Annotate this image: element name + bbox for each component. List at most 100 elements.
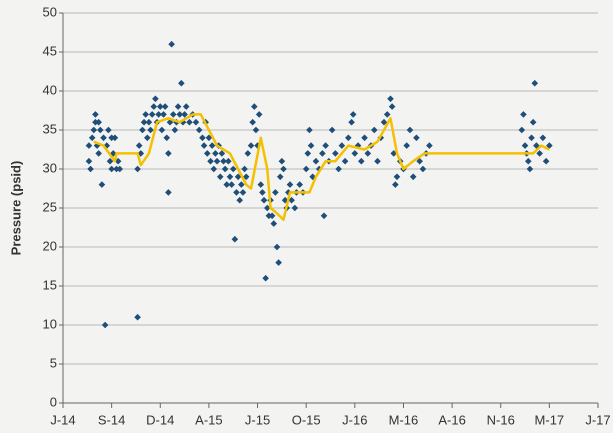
data-point [147,126,154,134]
y-tick-label: 50 [43,4,57,19]
data-point [220,157,227,165]
data-point [228,181,235,188]
data-point [291,204,299,212]
data-point [93,142,101,149]
data-point [205,134,213,142]
data-point [306,126,313,134]
y-tick-label: 10 [43,316,57,331]
data-point [116,165,124,173]
data-point [165,189,172,196]
data-point [426,142,433,149]
data-point [100,134,107,142]
data-point [387,95,394,103]
data-point [393,173,401,181]
data-point [210,165,218,173]
data-point [278,157,286,165]
data-point [186,118,193,126]
data-point [276,173,284,181]
data-point [361,134,368,142]
x-tick-label: N-16 [487,412,515,427]
data-point [251,103,258,110]
x-tick-label: M-16 [389,412,419,427]
data-point [234,173,242,181]
data-point [419,165,427,173]
x-tick-label: O-15 [292,412,321,427]
data-point [155,111,162,118]
data-point [338,142,346,149]
data-point [95,150,102,157]
data-point [252,126,260,134]
data-point [319,150,326,157]
x-tick-label: A-16 [438,412,465,427]
data-point [207,157,214,165]
data-point [328,126,336,134]
data-point [542,157,550,165]
data-point [526,165,534,173]
data-point [200,142,208,149]
data-point [231,235,239,243]
x-tick-label: M-17 [535,412,565,427]
data-point [106,157,114,165]
data-point [101,321,109,329]
data-point [403,142,410,149]
data-point [223,181,231,188]
data-point [312,157,320,165]
data-point [192,118,200,126]
data-point [238,181,245,188]
data-point [520,111,527,118]
x-tick-label: J-17 [585,412,610,427]
data-point [270,220,278,227]
data-point [302,165,310,173]
data-point [87,165,94,173]
data-point [388,103,396,110]
y-tick-label: 45 [43,43,57,58]
y-tick-label: 15 [43,277,57,292]
data-point [320,212,328,220]
data-point [255,111,263,118]
data-point [383,111,391,118]
data-point [249,118,256,126]
data-point [332,150,339,157]
data-point [203,150,211,157]
data-point [225,157,232,165]
data-point [349,111,357,118]
data-point [108,165,115,173]
data-point [137,150,145,157]
data-point [390,150,398,157]
data-point [178,79,185,87]
x-tick-label: J-14 [50,412,75,427]
data-point [341,157,349,165]
data-point [335,165,342,173]
data-point [135,142,143,149]
x-tick-label: J-15 [245,412,270,427]
data-point [85,142,93,149]
data-point [236,196,244,204]
data-point [163,134,171,142]
data-point [539,134,547,142]
data-point [259,189,266,196]
data-point [114,157,122,165]
data-point [272,189,279,196]
data-point [158,126,166,134]
y-tick-label: 35 [43,121,57,136]
data-point [213,157,221,165]
data-point [169,111,177,118]
data-point [531,79,539,87]
data-point [364,150,372,157]
data-point [244,150,252,157]
data-point [260,196,268,204]
data-point [351,150,359,157]
x-tick-label: D-14 [146,412,174,427]
data-point [409,173,417,181]
trend-line [93,113,550,221]
y-tick-label: 5 [50,355,57,370]
data-point [239,189,247,196]
data-point [374,157,381,165]
data-point [524,157,532,165]
data-point [174,103,182,110]
data-point [218,150,226,157]
data-point [263,204,271,212]
data-point [254,142,261,149]
data-point [536,150,543,157]
